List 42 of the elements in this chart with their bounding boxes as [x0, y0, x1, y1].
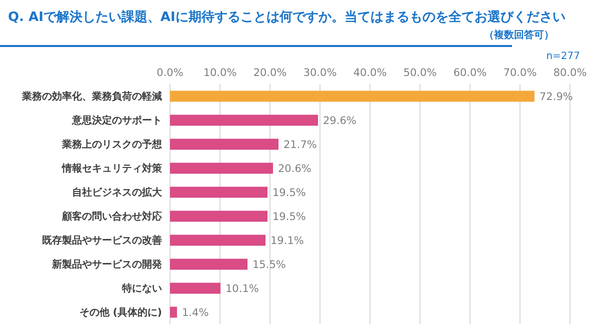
y-tick-label: 情報セキュリティ対策: [61, 162, 163, 175]
bar: [170, 114, 318, 126]
data-label: 19.5%: [272, 186, 306, 199]
x-tick-label: 40.0%: [353, 67, 387, 79]
text: n=277: [546, 51, 580, 62]
x-tick-label: 50.0%: [403, 67, 437, 79]
bar: [170, 282, 220, 294]
y-tick-label: 顧客の問い合わせ対応: [61, 210, 163, 223]
x-tick-label: 20.0%: [253, 67, 287, 79]
data-label: 72.9%: [540, 90, 573, 103]
chart-title: Q. AIで解決したい課題、AIに期待することは何ですか。当てはまるものを全てお選びください: [8, 9, 566, 26]
x-tick-label: 80.0%: [553, 67, 587, 79]
y-tick-label: 意思決定のサポート: [71, 114, 162, 127]
data-label: 1.4%: [182, 306, 209, 319]
y-tick-label: 特にない: [121, 282, 162, 295]
y-tick-label: 自社ビジネスの拡大: [72, 186, 163, 199]
data-label: 10.1%: [226, 282, 259, 295]
chart-subtitle: （複数回答可）: [484, 28, 554, 42]
x-tick-label: 10.0%: [203, 67, 237, 79]
x-tick-label: 30.0%: [303, 67, 337, 79]
y-tick-label: その他 (具体的に): [79, 306, 162, 319]
bar: [170, 234, 266, 246]
bar: [170, 162, 273, 174]
x-tick-label: 70.0%: [503, 67, 537, 79]
y-tick-label: 業務上のリスクの予想: [61, 138, 163, 151]
x-tick-label: 0.0%: [156, 67, 184, 79]
bar: [170, 258, 248, 270]
bar: [170, 306, 177, 318]
bar: [170, 138, 278, 150]
bar: [170, 90, 534, 102]
data-label: 20.6%: [278, 162, 312, 175]
data-label: 21.7%: [284, 138, 317, 151]
bar: [170, 210, 268, 222]
y-tick-label: 既存製品やサービスの改善: [42, 234, 162, 247]
data-label: 19.5%: [272, 210, 306, 223]
y-tick-label: 新製品やサービスの開発: [51, 258, 163, 271]
data-label: 15.5%: [252, 258, 286, 271]
data-label: 19.1%: [270, 234, 304, 247]
x-tick-label: 60.0%: [453, 67, 487, 79]
data-label: 29.6%: [323, 114, 356, 127]
bar: [170, 186, 268, 198]
y-tick-label: 業務の効率化、業務負荷の軽減: [21, 90, 162, 103]
